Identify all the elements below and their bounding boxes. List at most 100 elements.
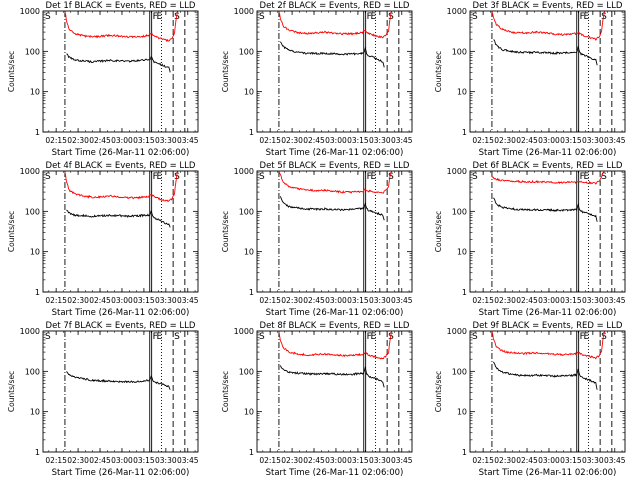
x-tick-label: 03:45 — [177, 296, 199, 305]
plot-frame — [256, 170, 413, 293]
x-tick-label: 02:45 — [89, 296, 111, 305]
marker-label: F — [153, 172, 158, 182]
y-tick-label: 1000 — [234, 327, 254, 336]
y-tick-label: 100 — [25, 207, 40, 216]
x-tick-label: 02:45 — [303, 296, 325, 305]
y-tick-label: 100 — [452, 367, 467, 376]
plot-area — [491, 331, 605, 390]
lld-series-line — [491, 171, 605, 185]
y-axis-label: Counts/sec — [7, 51, 16, 92]
x-axis-label: Start Time (26-Mar-11 02:06:00) — [479, 468, 617, 478]
x-tick-label: 02:15 — [472, 296, 494, 305]
x-tick-label: 02:15 — [45, 456, 67, 465]
y-tick-label: 1 — [462, 448, 467, 457]
y-tick-label: 1000 — [447, 327, 467, 336]
x-tick-label: 03:45 — [177, 136, 199, 145]
x-tick-label: 02:45 — [516, 136, 538, 145]
events-series-line — [279, 196, 385, 221]
chart-panel-4: Det 4f BLACK = Events, RED = LLD Start Ti… — [7, 161, 199, 318]
chart-panel-9: Det 9f BLACK = Events, RED = LLD Start Ti… — [434, 321, 626, 478]
x-axis-label: Start Time (26-Mar-11 02:06:00) — [266, 308, 404, 318]
marker-label: F — [367, 332, 372, 342]
x-axis-label: Start Time (26-Mar-11 02:06:00) — [52, 468, 190, 478]
marker-label: S — [174, 12, 180, 22]
marker-label: F — [153, 12, 158, 22]
x-axis-label: Start Time (26-Mar-11 02:06:00) — [266, 468, 404, 478]
marker-label: F — [367, 12, 372, 22]
y-tick-label: 10 — [457, 88, 467, 97]
chart-title: Det 8f BLACK = Events, RED = LLD — [260, 321, 410, 331]
x-tick-label: 02:45 — [303, 456, 325, 465]
marker-label: S — [601, 332, 607, 342]
y-tick-label: 10 — [244, 408, 254, 417]
y-tick-label: 1000 — [20, 167, 40, 176]
x-tick-label: 03:45 — [604, 136, 626, 145]
plot-frame — [256, 330, 413, 453]
x-tick-label: 03:30 — [155, 296, 177, 305]
y-tick-label: 1 — [35, 448, 40, 457]
events-series-line — [493, 361, 598, 390]
y-tick-label: 100 — [25, 47, 40, 56]
x-tick-label: 02:30 — [281, 456, 303, 465]
x-tick-label: 03:00 — [111, 456, 133, 465]
lld-series-line — [278, 171, 392, 194]
x-tick-label: 02:45 — [89, 456, 111, 465]
y-axis-label: Counts/sec — [7, 371, 16, 412]
y-tick-label: 1000 — [234, 167, 254, 176]
x-tick-label: 03:15 — [347, 296, 369, 305]
y-tick-label: 1 — [462, 288, 467, 297]
y-tick-label: 1000 — [20, 7, 40, 16]
y-tick-label: 1 — [249, 288, 254, 297]
marker-label: E — [156, 172, 162, 182]
marker-label: E — [583, 12, 589, 22]
marker-label: F — [153, 332, 158, 342]
x-tick-label: 02:15 — [259, 296, 281, 305]
marker-label: S — [259, 12, 265, 22]
events-series-line — [66, 53, 171, 73]
y-tick-label: 1000 — [234, 7, 254, 16]
x-tick-label: 03:45 — [391, 456, 413, 465]
marker-label: F — [580, 332, 585, 342]
plot-frame — [469, 170, 626, 293]
x-tick-label: 03:00 — [538, 456, 560, 465]
plot-area — [278, 331, 392, 388]
marker-label: S — [45, 12, 51, 22]
chart-title: Det 6f BLACK = Events, RED = LLD — [473, 161, 623, 171]
y-tick-label: 10 — [457, 248, 467, 257]
x-tick-label: 03:45 — [391, 296, 413, 305]
marker-label: S — [472, 12, 478, 22]
marker-label: S — [45, 172, 51, 182]
x-tick-label: 02:30 — [67, 456, 89, 465]
y-tick-label: 100 — [25, 367, 40, 376]
events-series-line — [493, 197, 598, 222]
plot-frame — [42, 330, 199, 453]
plot-area — [64, 171, 178, 228]
y-tick-label: 100 — [239, 207, 254, 216]
y-axis-label: Counts/sec — [221, 371, 230, 412]
x-axis-label: Start Time (26-Mar-11 02:06:00) — [479, 148, 617, 158]
events-series-line — [66, 371, 171, 390]
y-tick-label: 100 — [239, 367, 254, 376]
x-tick-label: 03:30 — [155, 456, 177, 465]
y-tick-label: 1 — [462, 128, 467, 137]
x-axis-label: Start Time (26-Mar-11 02:06:00) — [479, 308, 617, 318]
events-series-line — [279, 365, 385, 388]
y-tick-label: 1 — [249, 448, 254, 457]
x-tick-label: 03:00 — [111, 296, 133, 305]
marker-label: S — [45, 332, 51, 342]
plot-area — [491, 171, 605, 222]
x-tick-label: 02:15 — [259, 456, 281, 465]
marker-label: S — [174, 332, 180, 342]
lld-series-line — [278, 11, 392, 39]
x-tick-label: 02:30 — [494, 296, 516, 305]
x-tick-label: 03:45 — [391, 136, 413, 145]
y-tick-label: 1000 — [447, 7, 467, 16]
marker-label: F — [367, 172, 372, 182]
plot-area — [278, 11, 392, 68]
x-tick-label: 02:45 — [303, 136, 325, 145]
y-tick-label: 100 — [452, 207, 467, 216]
y-tick-label: 100 — [239, 47, 254, 56]
events-series-line — [66, 209, 171, 228]
events-series-line — [493, 39, 598, 66]
marker-label: S — [259, 332, 265, 342]
